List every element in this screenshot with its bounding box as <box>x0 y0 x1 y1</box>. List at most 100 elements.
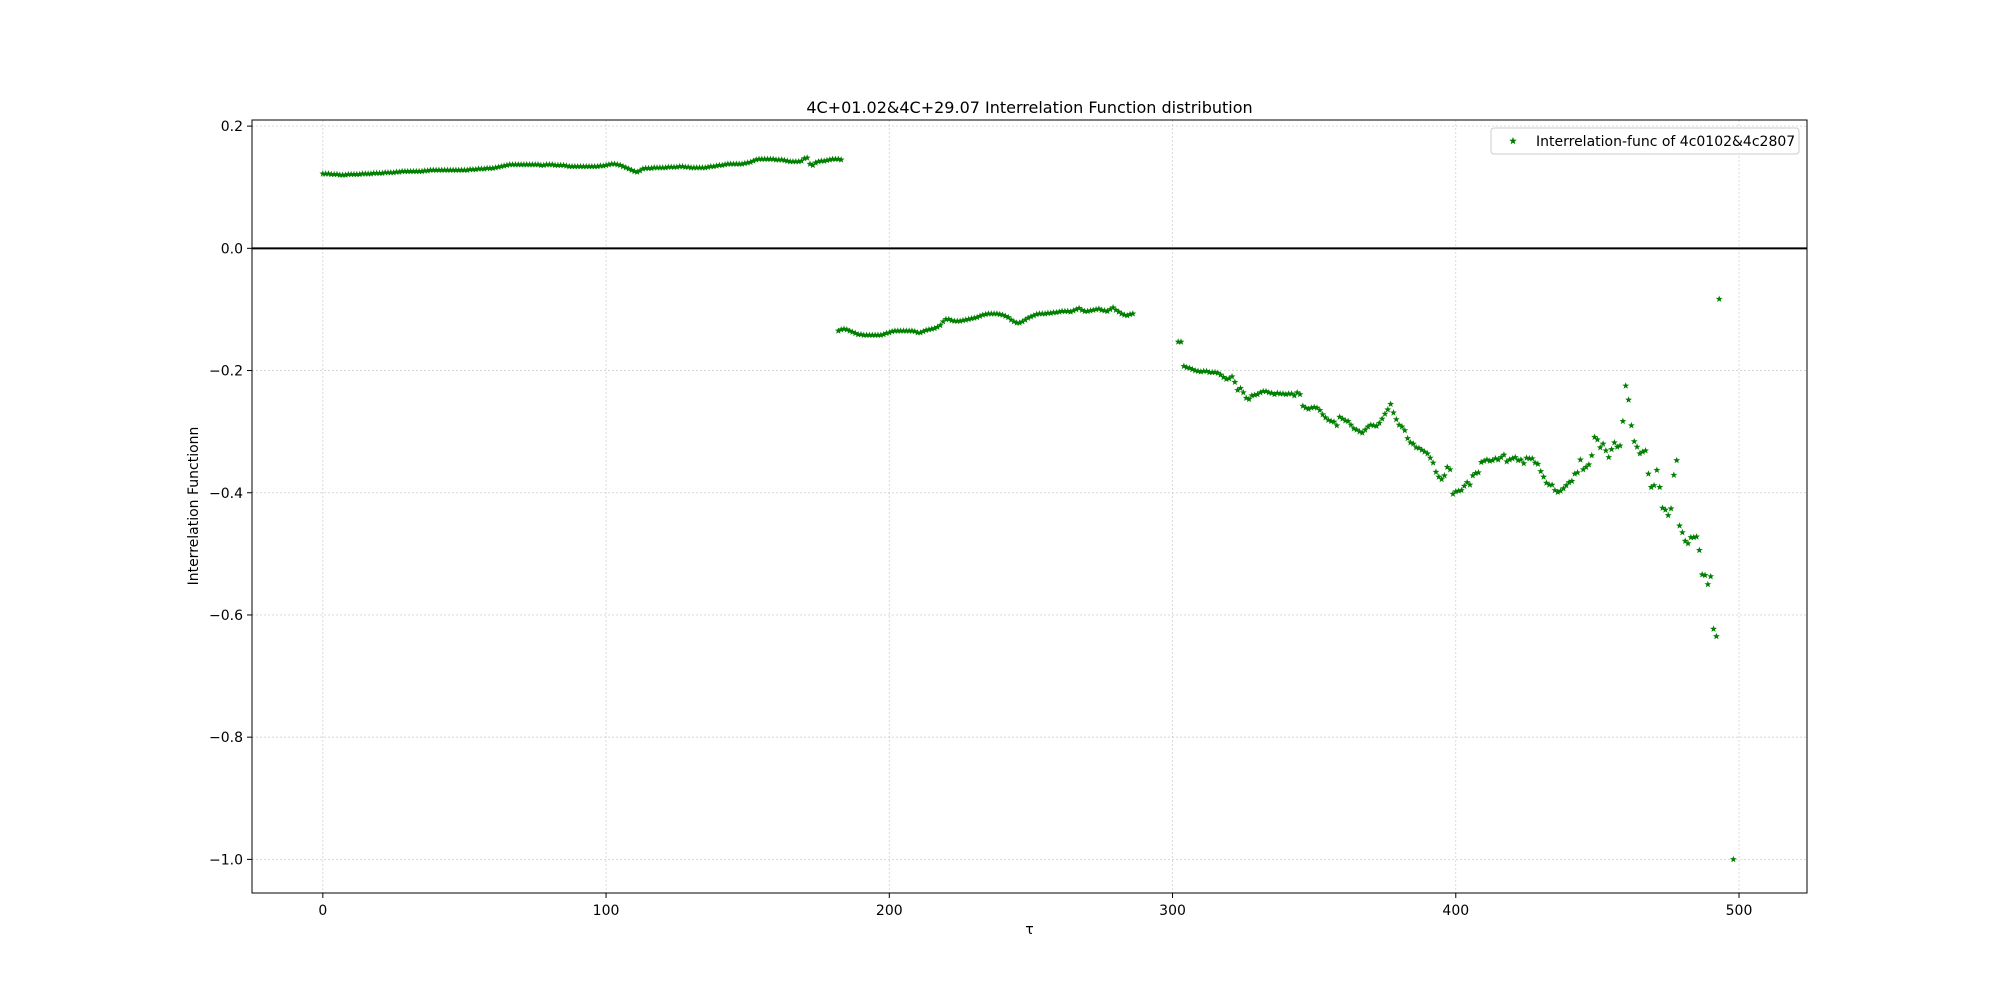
data-point <box>1126 310 1134 318</box>
data-point <box>696 164 703 171</box>
data-point <box>820 157 828 164</box>
data-point <box>761 155 769 163</box>
data-point <box>1129 310 1137 317</box>
data-point <box>1565 478 1573 486</box>
data-point <box>401 167 409 175</box>
data-point <box>489 164 497 172</box>
x-tick-label: 100 <box>593 903 620 919</box>
data-point <box>1013 319 1021 326</box>
data-point <box>455 166 463 174</box>
data-point <box>1322 413 1329 421</box>
data-point <box>982 310 990 318</box>
data-point <box>1715 295 1723 302</box>
data-point <box>922 326 930 334</box>
data-point <box>432 166 440 174</box>
data-point <box>1024 314 1032 321</box>
data-point <box>1554 488 1562 496</box>
data-point <box>1678 528 1686 536</box>
data-point <box>415 167 423 175</box>
data-point <box>359 170 366 177</box>
data-point <box>1608 445 1615 453</box>
data-point <box>902 327 910 334</box>
data-point <box>1319 410 1327 418</box>
data-point <box>1475 468 1482 476</box>
data-point <box>1033 310 1040 318</box>
data-point <box>390 168 398 176</box>
data-point <box>353 170 361 178</box>
x-axis-label: τ <box>1025 922 1033 938</box>
data-point <box>664 163 672 170</box>
data-point <box>1282 390 1290 398</box>
data-point <box>478 165 485 172</box>
data-point <box>528 161 536 168</box>
data-point <box>732 160 740 167</box>
data-point <box>1602 446 1610 454</box>
data-point <box>1644 470 1652 477</box>
data-point <box>939 318 947 325</box>
data-point <box>1361 426 1369 433</box>
data-point <box>1086 307 1094 314</box>
data-point <box>1220 373 1227 381</box>
data-point <box>1653 466 1661 474</box>
data-point <box>1035 310 1043 317</box>
data-point <box>1659 504 1666 511</box>
data-point <box>1486 457 1494 464</box>
data-point <box>1497 453 1505 461</box>
data-point <box>1670 471 1678 478</box>
data-point <box>1313 404 1321 411</box>
data-point <box>565 162 573 170</box>
data-point <box>1729 855 1737 863</box>
data-point <box>1551 486 1559 494</box>
data-point <box>639 165 647 172</box>
data-point <box>800 154 808 162</box>
data-point <box>1089 306 1097 313</box>
data-point <box>837 156 845 163</box>
data-point <box>931 324 939 332</box>
data-point <box>1534 460 1542 467</box>
data-point <box>1520 459 1528 467</box>
data-point <box>1109 304 1117 311</box>
data-point <box>721 161 729 168</box>
data-point <box>545 161 553 168</box>
data-point <box>1203 367 1210 375</box>
data-point <box>1299 402 1307 409</box>
data-point <box>1398 423 1406 430</box>
data-point <box>803 154 811 161</box>
data-point <box>361 170 369 177</box>
data-point <box>1664 511 1672 519</box>
data-point <box>806 160 814 167</box>
data-point <box>1636 450 1644 457</box>
data-point <box>891 327 899 334</box>
y-tick-label: −0.6 <box>209 608 243 624</box>
data-point <box>1443 463 1451 470</box>
data-point <box>1591 433 1598 441</box>
data-point <box>900 327 907 334</box>
data-point <box>435 166 443 174</box>
data-point <box>792 157 800 165</box>
data-point <box>990 310 998 317</box>
data-point <box>1446 465 1454 473</box>
data-point <box>1002 312 1009 320</box>
data-point <box>868 331 876 339</box>
data-point <box>1404 434 1412 442</box>
data-point <box>1684 539 1692 547</box>
data-point <box>914 329 922 336</box>
data-point <box>812 159 820 166</box>
y-axis-label: Interrelation Functionn <box>186 427 202 586</box>
data-point <box>1030 311 1038 319</box>
data-point <box>1494 456 1502 463</box>
data-point <box>681 163 689 170</box>
data-point <box>619 162 627 170</box>
data-point <box>1511 453 1519 461</box>
data-point <box>509 161 517 168</box>
x-axis-ticks: 0 100 200 300 400 500 <box>318 893 1752 919</box>
data-point <box>1704 580 1712 588</box>
data-point <box>885 329 893 336</box>
data-point <box>1347 421 1355 428</box>
data-point <box>1271 390 1278 398</box>
data-point <box>934 323 941 331</box>
data-point <box>1477 458 1485 466</box>
data-point <box>511 161 519 168</box>
data-point <box>1667 505 1675 512</box>
